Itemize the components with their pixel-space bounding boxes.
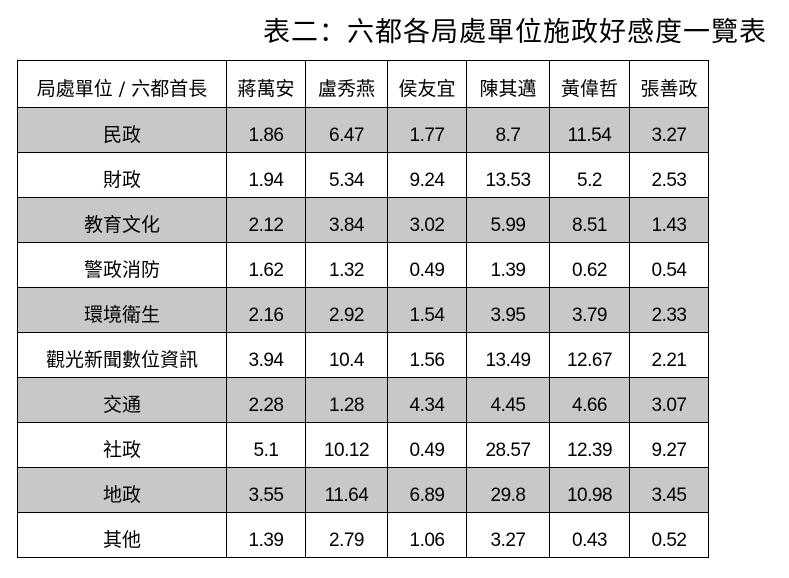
table-cell: 1.28 bbox=[305, 377, 388, 423]
column-header: 蔣萬安 bbox=[226, 60, 306, 108]
row-label: 財政 bbox=[17, 152, 227, 198]
corner-header: 局處單位 / 六都首長 bbox=[17, 60, 227, 108]
table-cell: 3.79 bbox=[549, 287, 630, 333]
table-cell: 3.02 bbox=[387, 197, 467, 243]
column-header: 張善政 bbox=[629, 60, 709, 108]
table-cell: 5.1 bbox=[226, 422, 306, 468]
table-cell: 4.66 bbox=[549, 377, 630, 423]
table-cell: 11.64 bbox=[305, 467, 388, 513]
row-label: 警政消防 bbox=[17, 242, 227, 288]
table-cell: 28.57 bbox=[466, 422, 550, 468]
table-row: 民政 1.86 6.47 1.77 8.7 11.54 3.27 bbox=[17, 107, 709, 153]
table-cell: 3.07 bbox=[629, 377, 709, 423]
table-cell: 3.27 bbox=[466, 512, 550, 558]
table-cell: 13.49 bbox=[466, 332, 550, 378]
table-cell: 1.86 bbox=[226, 107, 306, 153]
table-cell: 10.98 bbox=[549, 467, 630, 513]
column-header: 陳其邁 bbox=[466, 60, 550, 108]
table-cell: 0.62 bbox=[549, 242, 630, 288]
table-cell: 2.12 bbox=[226, 197, 306, 243]
table-cell: 1.62 bbox=[226, 242, 306, 288]
table-row: 其他 1.39 2.79 1.06 3.27 0.43 0.52 bbox=[17, 512, 709, 558]
table-cell: 12.67 bbox=[549, 332, 630, 378]
row-label: 觀光新聞數位資訊 bbox=[17, 332, 227, 378]
table-cell: 1.54 bbox=[387, 287, 467, 333]
table-cell: 8.51 bbox=[549, 197, 630, 243]
table-cell: 9.24 bbox=[387, 152, 467, 198]
table-cell: 5.99 bbox=[466, 197, 550, 243]
table-cell: 5.34 bbox=[305, 152, 388, 198]
row-label: 其他 bbox=[17, 512, 227, 558]
table-cell: 13.53 bbox=[466, 152, 550, 198]
table-row: 交通 2.28 1.28 4.34 4.45 4.66 3.07 bbox=[17, 377, 709, 423]
table-cell: 2.53 bbox=[629, 152, 709, 198]
favorability-table: 局處單位 / 六都首長 蔣萬安 盧秀燕 侯友宜 陳其邁 黃偉哲 張善政 民政 1.… bbox=[17, 60, 709, 558]
table-cell: 9.27 bbox=[629, 422, 709, 468]
table-cell: 0.49 bbox=[387, 422, 467, 468]
table-cell: 3.94 bbox=[226, 332, 306, 378]
table-cell: 6.47 bbox=[305, 107, 388, 153]
table-row: 警政消防 1.62 1.32 0.49 1.39 0.62 0.54 bbox=[17, 242, 709, 288]
table-cell: 2.33 bbox=[629, 287, 709, 333]
row-label: 地政 bbox=[17, 467, 227, 513]
table-cell: 1.94 bbox=[226, 152, 306, 198]
table-cell: 29.8 bbox=[466, 467, 550, 513]
header-row: 局處單位 / 六都首長 蔣萬安 盧秀燕 侯友宜 陳其邁 黃偉哲 張善政 bbox=[17, 60, 709, 108]
column-header: 盧秀燕 bbox=[305, 60, 388, 108]
column-header: 侯友宜 bbox=[387, 60, 467, 108]
row-label: 民政 bbox=[17, 107, 227, 153]
table-cell: 10.4 bbox=[305, 332, 388, 378]
table-cell: 3.55 bbox=[226, 467, 306, 513]
table-cell: 4.34 bbox=[387, 377, 467, 423]
table-cell: 0.54 bbox=[629, 242, 709, 288]
table-cell: 1.06 bbox=[387, 512, 467, 558]
table-row: 教育文化 2.12 3.84 3.02 5.99 8.51 1.43 bbox=[17, 197, 709, 243]
table-cell: 2.16 bbox=[226, 287, 306, 333]
table-cell: 0.43 bbox=[549, 512, 630, 558]
table-row: 地政 3.55 11.64 6.89 29.8 10.98 3.45 bbox=[17, 467, 709, 513]
table-cell: 6.89 bbox=[387, 467, 467, 513]
table-row: 社政 5.1 10.12 0.49 28.57 12.39 9.27 bbox=[17, 422, 709, 468]
table-cell: 10.12 bbox=[305, 422, 388, 468]
table-cell: 8.7 bbox=[466, 107, 550, 153]
table-cell: 1.39 bbox=[466, 242, 550, 288]
table-cell: 3.95 bbox=[466, 287, 550, 333]
table-cell: 0.52 bbox=[629, 512, 709, 558]
row-label: 交通 bbox=[17, 377, 227, 423]
table-cell: 1.77 bbox=[387, 107, 467, 153]
table-row: 環境衛生 2.16 2.92 1.54 3.95 3.79 2.33 bbox=[17, 287, 709, 333]
table-cell: 1.39 bbox=[226, 512, 306, 558]
table-cell: 2.79 bbox=[305, 512, 388, 558]
table-cell: 0.49 bbox=[387, 242, 467, 288]
table-cell: 3.84 bbox=[305, 197, 388, 243]
table-cell: 2.92 bbox=[305, 287, 388, 333]
table-cell: 2.28 bbox=[226, 377, 306, 423]
row-label: 教育文化 bbox=[17, 197, 227, 243]
column-header: 黃偉哲 bbox=[549, 60, 630, 108]
table-cell: 3.27 bbox=[629, 107, 709, 153]
table-cell: 1.56 bbox=[387, 332, 467, 378]
table-row: 觀光新聞數位資訊 3.94 10.4 1.56 13.49 12.67 2.21 bbox=[17, 332, 709, 378]
table-cell: 1.32 bbox=[305, 242, 388, 288]
table-cell: 11.54 bbox=[549, 107, 630, 153]
table-row: 財政 1.94 5.34 9.24 13.53 5.2 2.53 bbox=[17, 152, 709, 198]
row-label: 環境衛生 bbox=[17, 287, 227, 333]
table-cell: 1.43 bbox=[629, 197, 709, 243]
table-cell: 2.21 bbox=[629, 332, 709, 378]
table-cell: 3.45 bbox=[629, 467, 709, 513]
row-label: 社政 bbox=[17, 422, 227, 468]
table-cell: 12.39 bbox=[549, 422, 630, 468]
table-cell: 5.2 bbox=[549, 152, 630, 198]
table-cell: 4.45 bbox=[466, 377, 550, 423]
page-title: 表二：六都各局處單位施政好感度一覽表 bbox=[263, 17, 767, 48]
